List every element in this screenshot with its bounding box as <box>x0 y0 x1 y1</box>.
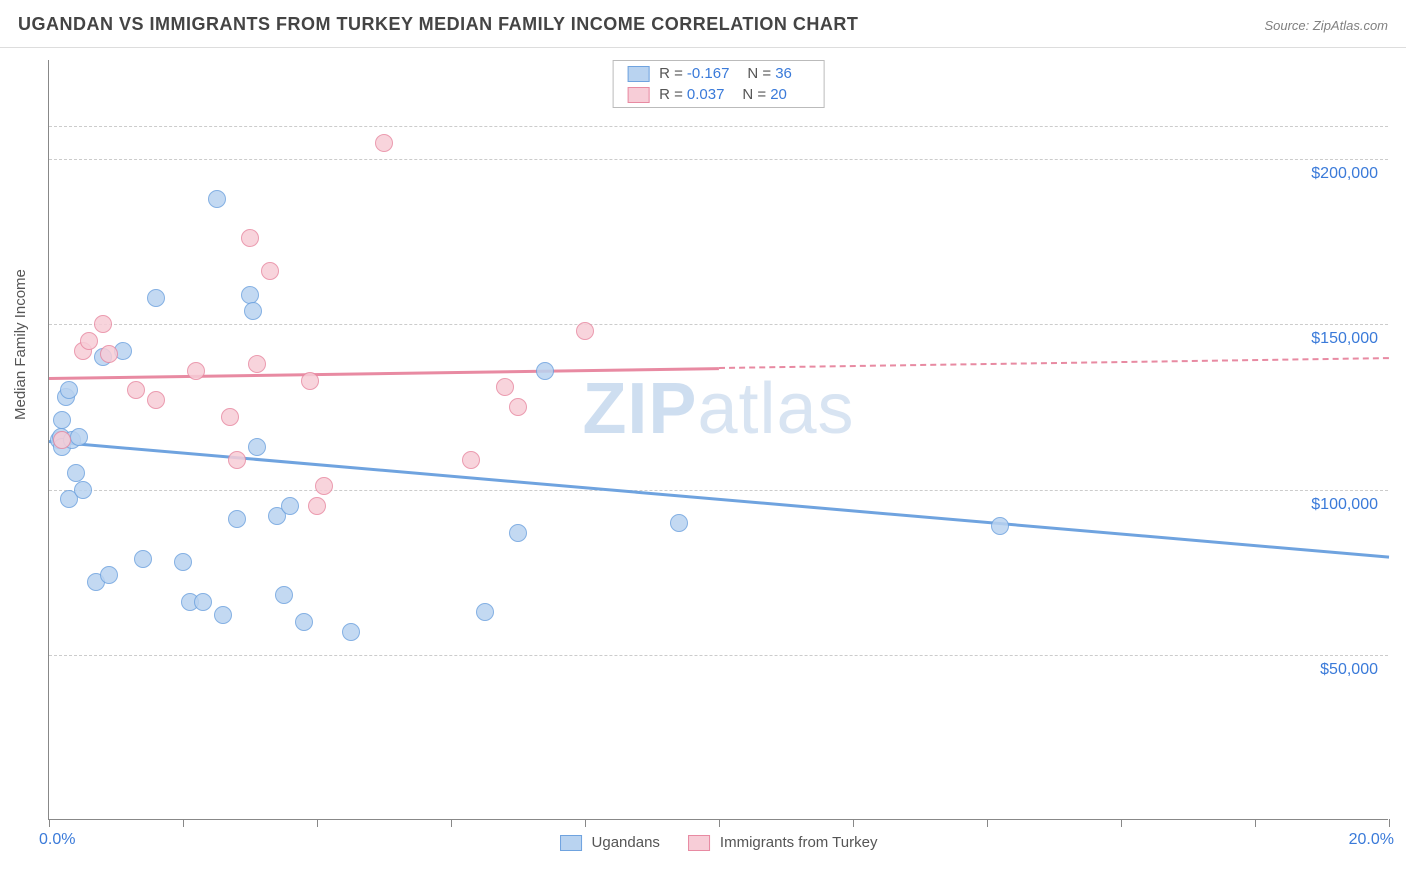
data-point <box>214 606 232 624</box>
data-point <box>100 345 118 363</box>
data-point <box>248 438 266 456</box>
data-point <box>74 481 92 499</box>
n-label: N = <box>742 86 766 103</box>
x-tick <box>987 819 988 827</box>
r-label: R = <box>659 65 683 82</box>
r-value: 0.037 <box>687 86 725 103</box>
y-axis-label: Median Family Income <box>12 269 29 420</box>
chart-title: UGANDAN VS IMMIGRANTS FROM TURKEY MEDIAN… <box>18 14 858 34</box>
correlation-legend: R =-0.167N =36R =0.037N =20 <box>612 60 825 108</box>
data-point <box>53 411 71 429</box>
x-tick <box>1255 819 1256 827</box>
data-point <box>127 381 145 399</box>
x-axis-min-label: 0.0% <box>39 831 75 849</box>
data-point <box>221 408 239 426</box>
data-point <box>80 332 98 350</box>
x-tick <box>183 819 184 827</box>
data-point <box>509 398 527 416</box>
legend-label: Immigrants from Turkey <box>720 834 878 851</box>
data-point <box>281 497 299 515</box>
gridline <box>49 159 1388 160</box>
data-point <box>536 362 554 380</box>
data-point <box>70 428 88 446</box>
x-tick <box>1121 819 1122 827</box>
x-tick <box>853 819 854 827</box>
data-point <box>228 510 246 528</box>
scatter-plot: ZIPatlas 0.0% 20.0% $50,000$100,000$150,… <box>48 60 1388 820</box>
y-tick-label: $150,000 <box>1311 330 1378 348</box>
legend-swatch <box>627 87 649 103</box>
gridline <box>49 324 1388 325</box>
y-tick-label: $100,000 <box>1311 496 1378 514</box>
legend-row: R =-0.167 N =36 <box>613 63 824 84</box>
data-point <box>147 289 165 307</box>
title-bar: UGANDAN VS IMMIGRANTS FROM TURKEY MEDIAN… <box>0 0 1406 48</box>
data-point <box>462 451 480 469</box>
x-tick <box>49 819 50 827</box>
data-point <box>241 286 259 304</box>
data-point <box>576 322 594 340</box>
gridline <box>49 490 1388 491</box>
data-point <box>315 477 333 495</box>
data-point <box>147 391 165 409</box>
legend-swatch <box>627 66 649 82</box>
gridline <box>49 126 1388 127</box>
data-point <box>308 497 326 515</box>
data-point <box>100 566 118 584</box>
r-label: R = <box>659 86 683 103</box>
series-legend: Ugandans Immigrants from Turkey <box>546 834 892 851</box>
data-point <box>134 550 152 568</box>
legend-swatch <box>560 835 582 851</box>
y-tick-label: $50,000 <box>1320 661 1378 679</box>
n-value: 20 <box>770 86 787 103</box>
data-point <box>187 362 205 380</box>
data-point <box>60 381 78 399</box>
data-point <box>174 553 192 571</box>
x-tick <box>317 819 318 827</box>
data-point <box>375 134 393 152</box>
data-point <box>496 378 514 396</box>
data-point <box>301 372 319 390</box>
x-tick <box>451 819 452 827</box>
legend-label: Ugandans <box>592 834 660 851</box>
data-point <box>509 524 527 542</box>
trend-line <box>49 440 1389 559</box>
data-point <box>342 623 360 641</box>
legend-item: Ugandans <box>560 834 660 851</box>
r-value: -0.167 <box>687 65 730 82</box>
data-point <box>295 613 313 631</box>
x-tick <box>1389 819 1390 827</box>
data-point <box>208 190 226 208</box>
data-point <box>248 355 266 373</box>
n-label: N = <box>747 65 771 82</box>
data-point <box>94 315 112 333</box>
legend-row: R =0.037 N =20 <box>613 84 824 105</box>
data-point <box>991 517 1009 535</box>
data-point <box>275 586 293 604</box>
data-point <box>194 593 212 611</box>
x-tick <box>719 819 720 827</box>
data-point <box>476 603 494 621</box>
data-point <box>670 514 688 532</box>
n-value: 36 <box>775 65 792 82</box>
data-point <box>67 464 85 482</box>
x-axis-max-label: 20.0% <box>1349 831 1394 849</box>
source-label: Source: ZipAtlas.com <box>1264 18 1388 33</box>
data-point <box>228 451 246 469</box>
data-point <box>241 229 259 247</box>
watermark: ZIPatlas <box>582 368 854 450</box>
gridline <box>49 655 1388 656</box>
legend-swatch <box>688 835 710 851</box>
legend-item: Immigrants from Turkey <box>688 834 878 851</box>
y-tick-label: $200,000 <box>1311 165 1378 183</box>
data-point <box>244 302 262 320</box>
trend-line-extrapolated <box>719 357 1389 369</box>
data-point <box>53 431 71 449</box>
data-point <box>261 262 279 280</box>
x-tick <box>585 819 586 827</box>
